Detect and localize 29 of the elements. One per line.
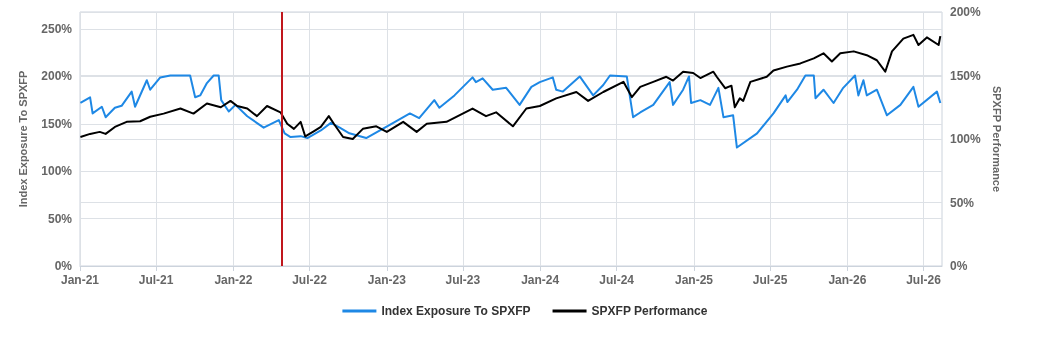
x-tick-label: Jan-24 [521,273,560,287]
x-tick-label: Jul-21 [138,273,174,287]
line-series [79,33,942,140]
legend-label: Index Exposure To SPXFP [381,304,531,318]
x-tick-label: Jan-26 [828,273,867,287]
y-tick-label: 250% [41,22,73,37]
y2-tick-label: 0% [950,259,968,273]
y2-tick-label: 200% [950,5,982,19]
y-tick-label: 50% [47,211,73,226]
legend-label: SPXFP Performance [591,304,708,318]
y-tick-label: 100% [41,164,73,179]
y2-tick-label: 50% [950,195,975,210]
x-tick-label: Jul-25 [752,273,788,287]
line-series [79,74,942,149]
x-tick-label: Jul-26 [906,273,942,287]
x-tick-label: Jan-21 [60,273,100,287]
y2-tick-label: 100% [950,132,982,146]
y-axis-title: Index Exposure To SPXFP [16,70,29,208]
x-tick-label: Jul-24 [599,273,635,287]
x-tick-label: Jul-23 [445,273,481,287]
x-tick-label: Jul-22 [292,273,328,287]
x-tick-label: Jan-25 [675,273,714,287]
y2-axis-title: SPXFP Performance [991,85,1004,193]
x-tick-label: Jan-23 [367,273,407,287]
y-tick-label: 150% [41,116,73,131]
y-tick-label: 0% [54,259,73,273]
y2-tick-label: 150% [950,68,982,83]
y-tick-label: 200% [41,69,73,84]
x-tick-label: Jan-22 [214,273,253,287]
